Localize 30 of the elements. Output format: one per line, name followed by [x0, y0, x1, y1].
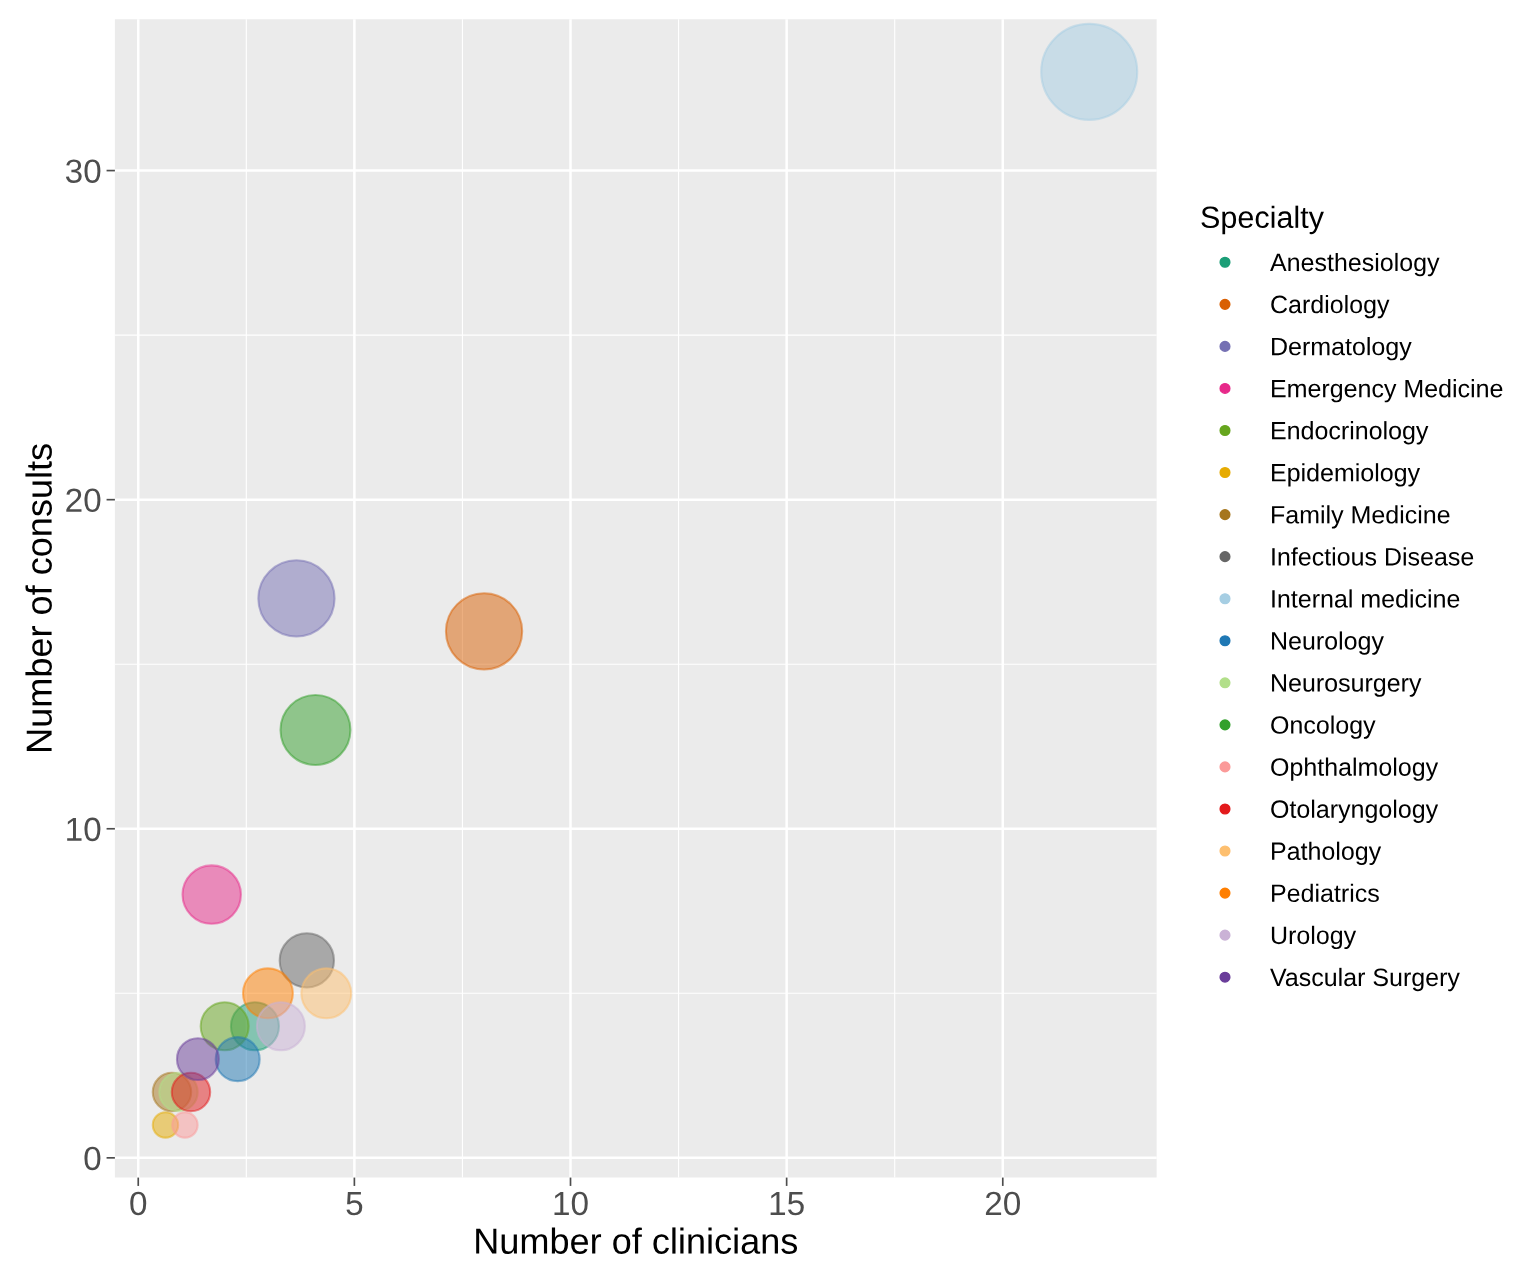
legend-label: Cardiology — [1271, 294, 1390, 319]
legend-label: Neurology — [1272, 631, 1384, 655]
x-tick-label: 10 — [554, 1191, 588, 1216]
legend-label: Oncology — [1271, 715, 1376, 739]
legend-label: Emergency Medicine — [1272, 379, 1503, 403]
x-axis-title: Number of clinicians — [476, 1227, 798, 1254]
legend-label: Dermatology — [1272, 337, 1412, 361]
legend-label: Otolaryngology — [1271, 799, 1439, 823]
x-tick-label: 15 — [770, 1192, 804, 1216]
y-tick-label: 30 — [65, 159, 101, 183]
x-tick-label: 5 — [346, 1192, 363, 1216]
y-tick-label: 20 — [66, 488, 101, 513]
legend-label: Anesthesiology — [1270, 252, 1440, 277]
y-tick-label: 10 — [67, 817, 101, 842]
legend-label: Pathology — [1272, 841, 1382, 865]
legend-title: Specialty — [1201, 205, 1324, 235]
legend-label: Neurosurgery — [1272, 674, 1422, 697]
legend-label: Vascular Surgery — [1270, 967, 1460, 992]
y-axis-title: Number of consults — [25, 444, 52, 751]
legend-label: Endocrinology — [1272, 421, 1429, 445]
legend-label: Ophthalmology — [1271, 757, 1439, 781]
legend-label: Pediatrics — [1272, 883, 1379, 903]
legend-label: Family Medicine — [1272, 505, 1450, 529]
y-tick-label: 0 — [84, 1146, 101, 1171]
legend-label: Epidemiology — [1272, 463, 1421, 487]
x-tick-label: 20 — [985, 1191, 1021, 1216]
legend-label: Internal medicine — [1272, 589, 1460, 608]
x-tick-label: 0 — [130, 1191, 147, 1216]
legend-label: Urology — [1271, 925, 1357, 950]
legend-label: Infectious Disease — [1272, 547, 1474, 566]
